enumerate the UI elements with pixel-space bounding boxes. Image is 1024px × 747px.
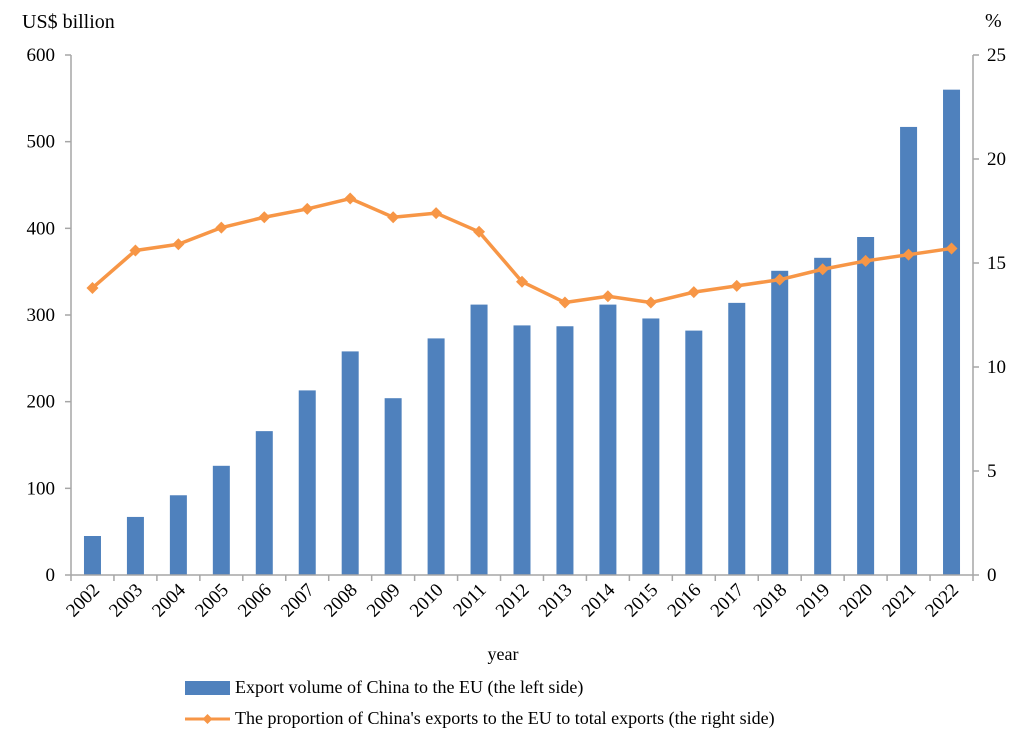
legend-line-swatch: [185, 713, 230, 724]
marker-2015: [644, 296, 657, 309]
legend-bar-label: Export volume of China to the EU (the le…: [235, 677, 584, 697]
marker-2006: [258, 211, 271, 224]
bar-2019: [814, 257, 832, 575]
marker-2018: [773, 273, 786, 286]
bar-2012: [513, 325, 531, 575]
left-tick-label: 500: [27, 132, 56, 153]
right-tick-label: 10: [987, 357, 1006, 378]
marker-2020: [859, 254, 872, 267]
marker-2008: [344, 192, 357, 205]
x-tick-label: 2021: [878, 580, 920, 622]
bar-2015: [642, 318, 660, 575]
marker-2013: [558, 296, 571, 309]
right-tick-label: 5: [987, 461, 997, 482]
x-tick-label: 2007: [277, 580, 319, 622]
bar-2013: [556, 326, 574, 575]
x-tick-label: 2009: [363, 580, 405, 622]
marker-2002: [86, 281, 99, 294]
marker-2019: [816, 263, 829, 276]
marker-2022: [945, 242, 958, 255]
left-tick-label: 200: [27, 392, 56, 413]
left-tick-label: 300: [27, 305, 56, 326]
bar-2008: [341, 351, 359, 575]
bar-2002: [83, 536, 101, 575]
x-tick-label: 2003: [105, 580, 147, 622]
x-tick-label: 2006: [234, 580, 276, 622]
marker-2012: [516, 275, 528, 288]
right-tick-label: 20: [987, 149, 1006, 170]
bar-2009: [384, 398, 402, 575]
x-tick-label: 2015: [621, 580, 663, 622]
x-tick-label: 2018: [750, 580, 792, 622]
x-tick-label: 2017: [707, 580, 749, 622]
x-tick-label: 2014: [578, 579, 620, 621]
bar-2005: [212, 465, 230, 575]
left-tick-label: 0: [46, 565, 56, 586]
marker-2004: [172, 238, 185, 251]
bar-2014: [599, 304, 617, 575]
x-tick-label: 2013: [535, 580, 577, 622]
bar-2021: [900, 126, 918, 575]
left-tick-label: 400: [27, 218, 56, 239]
marker-2009: [387, 211, 400, 224]
marker-2021: [902, 248, 915, 261]
x-tick-label: 2019: [792, 580, 834, 622]
marker-2007: [301, 202, 314, 215]
marker-2017: [730, 279, 743, 292]
bar-2020: [857, 237, 875, 575]
x-tick-label: 2002: [62, 580, 104, 622]
x-tick-label: 2016: [664, 580, 706, 622]
marker-2005: [215, 221, 228, 234]
marker-2016: [687, 286, 700, 299]
x-tick-label: 2012: [492, 580, 534, 622]
legend-item-bar: Export volume of China to the EU (the le…: [185, 677, 583, 698]
x-tick-label: 2008: [320, 580, 362, 622]
left-tick-label: 600: [27, 45, 56, 66]
x-axis-title: year: [488, 644, 519, 664]
x-tick-label: 2005: [191, 580, 233, 622]
bar-2011: [470, 304, 488, 575]
bar-2016: [685, 330, 703, 575]
x-tick-label: 2004: [148, 579, 190, 621]
legend-bar-swatch: [185, 680, 230, 695]
bar-2003: [126, 516, 144, 575]
x-tick-label: 2011: [449, 580, 490, 621]
x-tick-label: 2022: [921, 580, 963, 622]
legend-line-label: The proportion of China's exports to the…: [235, 708, 775, 728]
right-tick-label: 25: [987, 45, 1006, 66]
x-tick-label: 2010: [406, 580, 448, 622]
bar-2007: [298, 390, 316, 575]
bar-2022: [943, 89, 961, 576]
bar-2017: [728, 302, 746, 575]
bar-2004: [169, 495, 187, 575]
marker-2011: [473, 225, 486, 238]
marker-2003: [129, 244, 142, 257]
left-tick-label: 100: [27, 478, 56, 499]
marker-2014: [601, 290, 614, 303]
bar-2010: [427, 338, 445, 575]
left-axis-title: US$ billion: [22, 11, 115, 33]
right-axis-title: %: [985, 10, 1002, 32]
marker-2010: [430, 207, 443, 220]
right-tick-label: 15: [987, 253, 1006, 274]
bar-2018: [771, 270, 789, 575]
legend-item-line: The proportion of China's exports to the…: [185, 708, 775, 729]
right-tick-label: 0: [987, 565, 997, 586]
x-tick-label: 2020: [835, 580, 877, 622]
bar-2006: [255, 431, 273, 575]
